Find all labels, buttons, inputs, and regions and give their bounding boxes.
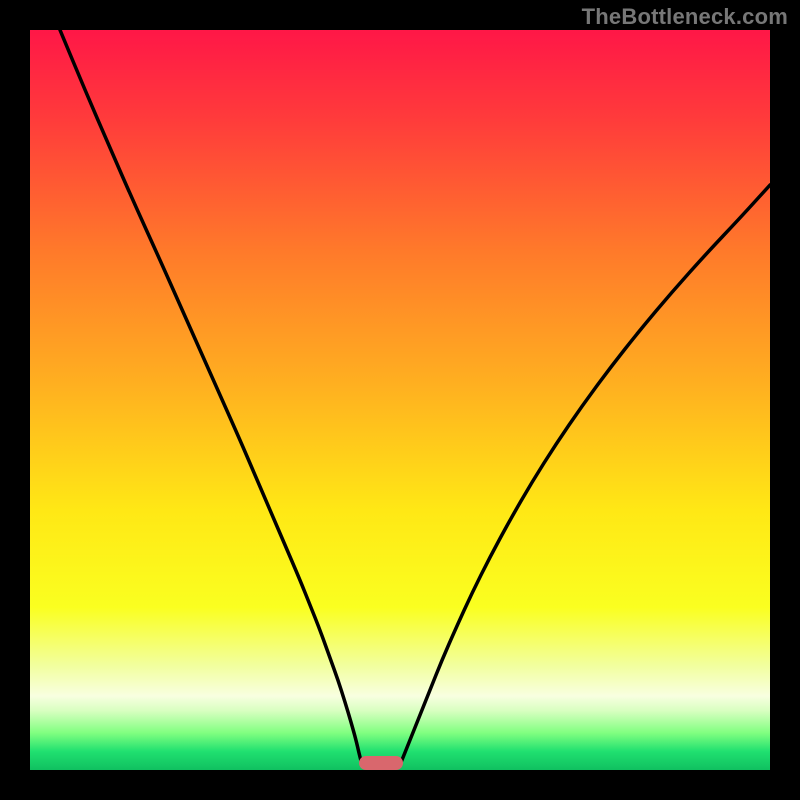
plot-area [30,30,770,770]
watermark-text: TheBottleneck.com [582,4,788,30]
chart-container: TheBottleneck.com [0,0,800,800]
bottleneck-curve [30,30,770,770]
curve-right-branch [399,185,770,767]
sweet-spot-marker [359,756,403,770]
curve-left-branch [60,30,363,767]
